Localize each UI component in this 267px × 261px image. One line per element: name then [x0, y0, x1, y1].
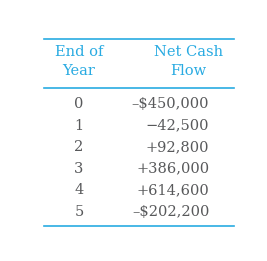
Text: 5: 5	[74, 205, 84, 218]
Text: 4: 4	[74, 183, 84, 197]
Text: –$450,000: –$450,000	[132, 97, 209, 111]
Text: 2: 2	[74, 140, 84, 154]
Text: −42,500: −42,500	[146, 119, 209, 133]
Text: –$202,200: –$202,200	[132, 205, 209, 218]
Text: 0: 0	[74, 97, 84, 111]
Text: Net Cash
Flow: Net Cash Flow	[154, 45, 223, 78]
Text: 1: 1	[74, 119, 84, 133]
Text: +386,000: +386,000	[136, 162, 209, 176]
Text: End of
Year: End of Year	[55, 45, 103, 78]
Text: +92,800: +92,800	[146, 140, 209, 154]
Text: 3: 3	[74, 162, 84, 176]
Text: +614,600: +614,600	[136, 183, 209, 197]
